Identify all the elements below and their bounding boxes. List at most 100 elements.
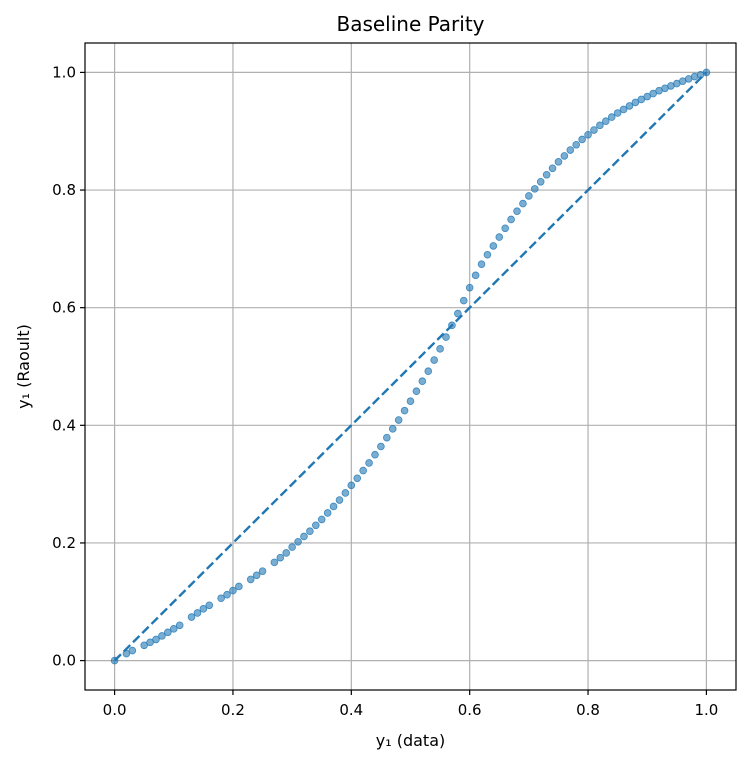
data-point xyxy=(471,271,480,280)
data-point xyxy=(110,656,119,665)
y-tick-label: 0.2 xyxy=(52,534,76,552)
data-point xyxy=(217,594,225,603)
y-tick-label: 0.6 xyxy=(52,299,76,317)
plot-frame xyxy=(84,42,737,691)
data-point xyxy=(317,515,326,524)
x-axis-label: y₁ (data) xyxy=(376,731,446,750)
data-point xyxy=(359,466,367,475)
data-point xyxy=(341,489,350,497)
data-point xyxy=(412,387,421,396)
data-point xyxy=(548,164,557,173)
data-point xyxy=(637,95,646,104)
parity-reference-line xyxy=(113,71,708,662)
data-point xyxy=(252,571,261,580)
data-point xyxy=(501,224,509,233)
data-point xyxy=(323,509,332,517)
data-point xyxy=(235,582,243,591)
data-point xyxy=(519,199,527,208)
x-tick-label: 0.8 xyxy=(576,701,600,719)
data-point xyxy=(448,321,456,330)
data-point xyxy=(406,397,415,406)
x-axis: 0.0 0.2 0.4 0.6 0.8 1.0 xyxy=(103,690,718,719)
data-point xyxy=(365,459,373,467)
data-point xyxy=(288,543,296,551)
data-point xyxy=(371,450,379,459)
x-tick-label: 0.6 xyxy=(458,701,482,719)
data-point xyxy=(530,185,539,193)
data-point xyxy=(383,433,391,442)
data-point xyxy=(146,638,154,647)
data-point xyxy=(388,425,397,433)
data-point xyxy=(459,296,468,305)
data-point xyxy=(199,605,208,613)
data-point xyxy=(584,130,592,139)
data-point xyxy=(128,646,137,655)
y-tick-label: 1.0 xyxy=(52,63,76,81)
data-point xyxy=(625,102,634,110)
data-point xyxy=(300,532,308,541)
y-tick-label: 0.8 xyxy=(52,181,76,199)
data-point xyxy=(572,140,581,149)
data-point xyxy=(649,89,657,98)
data-point xyxy=(140,641,148,650)
data-point xyxy=(525,192,533,200)
data-point xyxy=(590,126,598,134)
data-point xyxy=(436,345,444,353)
data-point xyxy=(483,250,492,259)
data-point xyxy=(377,442,385,451)
data-point xyxy=(312,521,320,530)
data-point xyxy=(294,537,302,546)
data-point xyxy=(306,527,314,535)
data-point xyxy=(353,474,362,483)
data-point xyxy=(643,92,652,101)
data-point xyxy=(276,553,285,562)
data-point xyxy=(424,367,433,376)
x-tick-label: 1.0 xyxy=(694,701,718,719)
y-tick-label: 0.0 xyxy=(52,652,76,670)
data-point xyxy=(560,152,569,160)
data-point xyxy=(430,356,438,364)
data-point xyxy=(400,406,409,415)
data-point xyxy=(258,567,267,575)
data-point xyxy=(246,575,255,584)
data-point xyxy=(205,601,214,610)
data-point xyxy=(554,158,563,166)
data-point xyxy=(507,215,515,224)
data-point xyxy=(578,135,586,144)
data-point xyxy=(164,628,172,637)
data-point xyxy=(122,649,131,658)
data-point xyxy=(601,117,610,126)
data-point xyxy=(536,178,545,186)
data-point xyxy=(282,549,291,557)
data-point xyxy=(169,625,178,633)
data-point xyxy=(702,68,711,77)
reference-line-layer xyxy=(113,71,708,662)
data-point xyxy=(596,121,604,130)
data-point xyxy=(418,377,427,386)
chart-title: Baseline Parity xyxy=(336,12,484,36)
data-point xyxy=(619,105,628,114)
data-point xyxy=(152,635,160,644)
data-point xyxy=(270,558,279,567)
data-point xyxy=(175,621,184,630)
points-layer xyxy=(110,68,711,665)
x-tick-label: 0.4 xyxy=(339,701,363,719)
data-point xyxy=(513,207,521,216)
data-point xyxy=(542,170,551,179)
data-point xyxy=(158,632,166,640)
data-point xyxy=(442,333,450,341)
data-point xyxy=(566,146,575,154)
data-point xyxy=(607,113,616,121)
y-axis-label: y₁ (Raoult) xyxy=(14,324,33,409)
grid xyxy=(85,43,736,690)
data-point xyxy=(454,309,462,318)
data-point xyxy=(394,416,403,424)
data-point xyxy=(465,283,474,292)
y-axis: 0.0 0.2 0.4 0.6 0.8 1.0 xyxy=(52,63,85,670)
data-point xyxy=(613,109,622,117)
data-point xyxy=(347,481,356,490)
data-point xyxy=(187,613,196,621)
data-point xyxy=(329,502,338,511)
data-point xyxy=(495,233,504,241)
